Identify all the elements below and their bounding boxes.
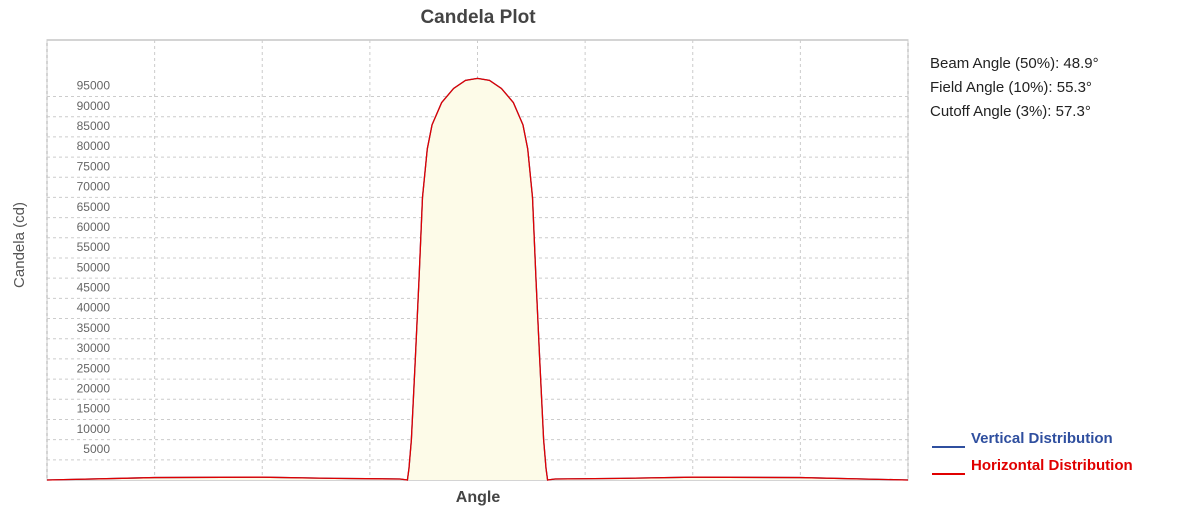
y-tick-label: 65000 xyxy=(77,200,111,214)
x-axis-label: Angle xyxy=(456,489,501,506)
y-tick-label: 70000 xyxy=(77,180,111,194)
annotation: Cutoff Angle (3%): 57.3° xyxy=(930,103,1091,120)
y-tick-label: 85000 xyxy=(77,119,111,133)
y-tick-label: 95000 xyxy=(77,79,111,93)
y-tick-label: 35000 xyxy=(77,321,111,335)
y-tick-label: 45000 xyxy=(77,281,111,295)
annotation: Beam Angle (50%): 48.9° xyxy=(930,55,1099,72)
legend-label: Vertical Distribution xyxy=(971,430,1113,447)
y-tick-label: 30000 xyxy=(77,341,111,355)
y-tick-label: 40000 xyxy=(77,301,111,315)
y-tick-label: 20000 xyxy=(77,381,111,395)
chart-title: Candela Plot xyxy=(420,7,536,28)
y-tick-label: 90000 xyxy=(77,99,111,113)
y-tick-label: 10000 xyxy=(77,422,111,436)
y-tick-label: 5000 xyxy=(83,442,110,456)
y-tick-label: 80000 xyxy=(77,139,111,153)
y-tick-label: 50000 xyxy=(77,260,111,274)
legend-label: Horizontal Distribution xyxy=(971,457,1133,474)
area xyxy=(47,78,908,480)
y-tick-label: 25000 xyxy=(77,361,111,375)
y-tick-label: 60000 xyxy=(77,220,111,234)
y-axis-label: Candela (cd) xyxy=(11,202,28,288)
y-tick-label: 75000 xyxy=(77,159,111,173)
annotation: Field Angle (10%): 55.3° xyxy=(930,79,1092,96)
y-tick-label: 55000 xyxy=(77,240,111,254)
series-line xyxy=(46,77,909,481)
y-tick-label: 15000 xyxy=(77,402,111,416)
